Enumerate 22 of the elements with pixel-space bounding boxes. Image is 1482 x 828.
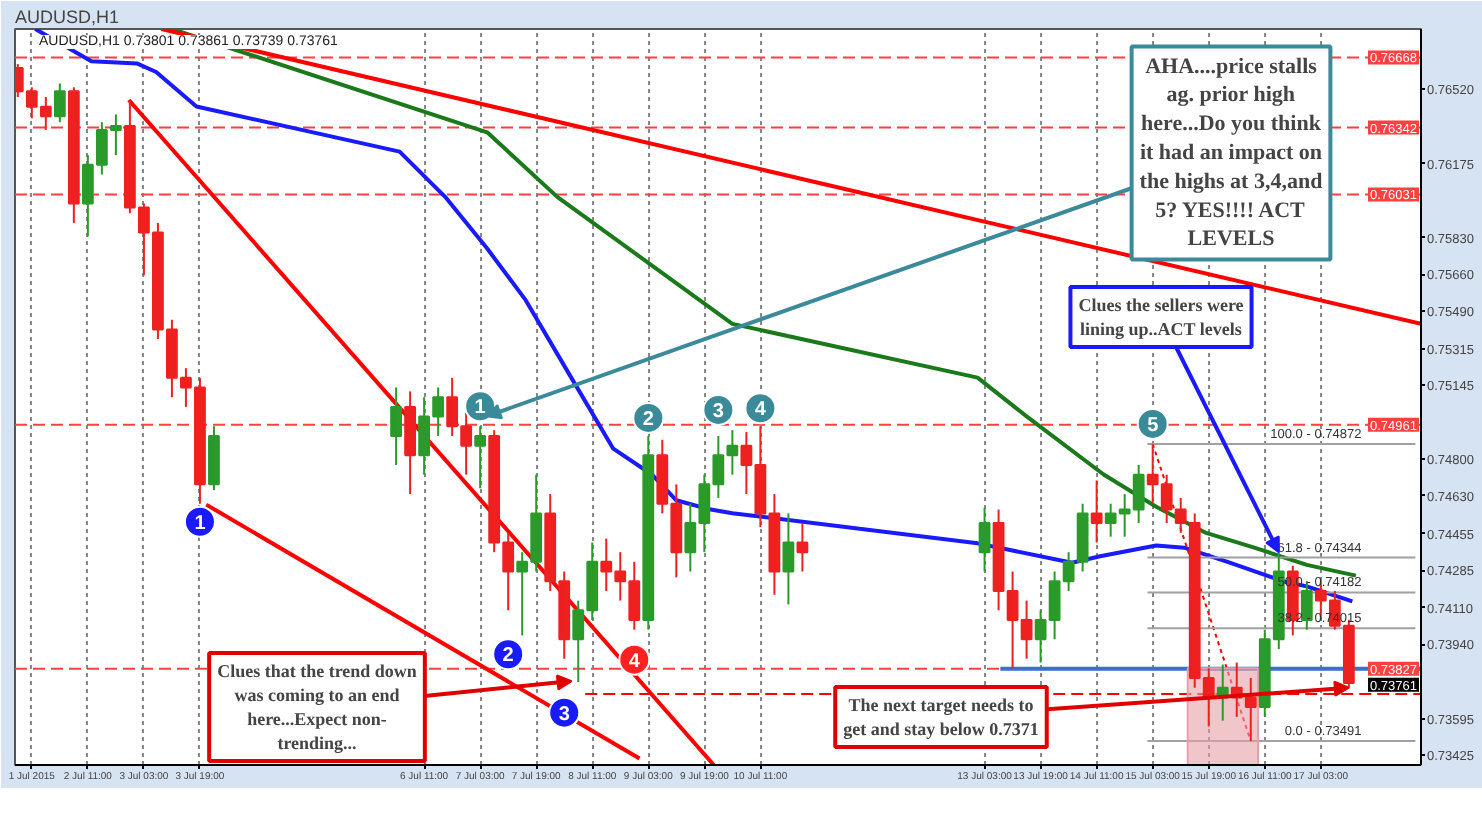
annotation: 3 bbox=[712, 400, 725, 423]
annotation: 2 bbox=[642, 408, 655, 431]
annotation: 1 bbox=[194, 512, 207, 535]
annotation: 3 bbox=[558, 703, 571, 726]
candlestick bbox=[782, 512, 795, 606]
candlestick bbox=[796, 522, 809, 573]
candlestick bbox=[978, 506, 991, 573]
annotation: Clues the sellers were lining up..ACT levels bbox=[1078, 295, 1244, 339]
annotation: 5 bbox=[1147, 414, 1160, 437]
annotation: AHA....price stalls ag. prior high here...Do you think it had an impact on the highs at 3,4,and 5? YES!!!! ACT LEVELS bbox=[1139, 54, 1323, 252]
candlestick bbox=[1300, 580, 1313, 631]
annotation: 1 bbox=[474, 397, 487, 420]
annotation: 4 bbox=[754, 399, 767, 422]
annotation: 2 bbox=[502, 645, 515, 668]
candlestick bbox=[1090, 479, 1103, 544]
candlestick bbox=[390, 386, 402, 466]
candlestick bbox=[474, 425, 487, 490]
annotation: Clues that the trend down was coming to an end here...Expect non-trending... bbox=[217, 661, 417, 753]
annotation: 4 bbox=[628, 650, 641, 673]
candlestick bbox=[53, 82, 66, 124]
chart-title: AUDUSD,H1 bbox=[15, 7, 120, 27]
annotation: The next target needs to get and stay below 0.7371 bbox=[843, 695, 1040, 739]
